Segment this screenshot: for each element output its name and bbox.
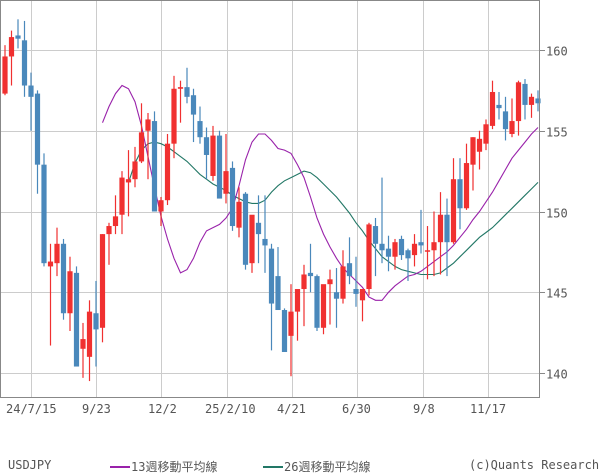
ma13-line: [101, 84, 539, 301]
candlestick-chart: 140 145 150 155 160 24/7/15 9/23 12/2 25/2/10 4/…: [0, 0, 568, 416]
y-axis: 140 145 150 155 160: [540, 45, 568, 382]
y-tick-label: 145: [546, 287, 568, 301]
symbol-label: USDJPY: [8, 458, 52, 472]
copyright-label: (c)Quants Research: [469, 458, 600, 472]
legend-ma13-swatch: [110, 465, 130, 468]
ma26-line: [127, 141, 539, 276]
plot-frame: [0, 0, 540, 398]
legend-ma26: 26週移動平均線: [263, 458, 370, 475]
legend-ma13-label: 13週移動平均線: [131, 460, 218, 474]
x-tick-label: 12/2: [148, 402, 177, 416]
y-tick-label: 160: [546, 45, 568, 59]
x-tick-label: 11/17: [470, 402, 506, 416]
legend-ma26-label: 26週移動平均線: [284, 460, 371, 474]
y-tick-label: 155: [546, 126, 568, 140]
x-tick-label: 9/23: [82, 402, 111, 416]
y-tick-label: 150: [546, 207, 568, 221]
x-tick-label: 24/7/15: [6, 402, 57, 416]
legend-ma26-swatch: [263, 465, 283, 468]
x-axis: 24/7/15 9/23 12/2 25/2/10 4/21 6/30 9/8 11/17: [6, 402, 506, 416]
chart-footer: USDJPY 13週移動平均線 26週移動平均線 (c)Quants Resea…: [0, 458, 600, 474]
x-tick-label: 6/30: [342, 402, 371, 416]
legend-ma13: 13週移動平均線: [110, 458, 217, 475]
x-tick-label: 9/8: [413, 402, 435, 416]
x-tick-label: 4/21: [277, 402, 306, 416]
candles: [2, 19, 541, 382]
x-tick-label: 25/2/10: [205, 402, 256, 416]
y-tick-label: 140: [546, 368, 568, 382]
